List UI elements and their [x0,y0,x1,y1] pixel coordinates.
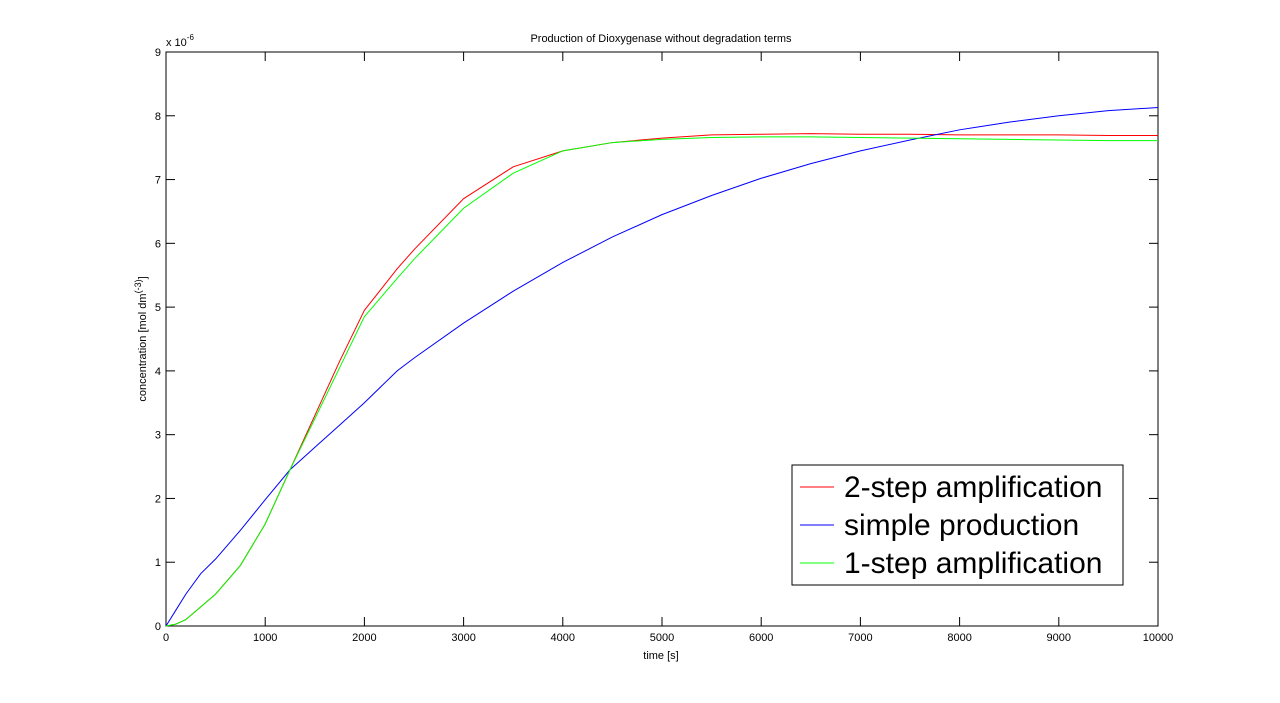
x-tick-label: 5000 [650,632,674,644]
y-label-main: concentration [mol dm [137,293,149,401]
x-tick-label: 10000 [1143,632,1174,644]
x-tick-label: 7000 [848,632,872,644]
y-tick-label: 5 [155,302,161,314]
y-multiplier-base: x 10 [166,37,187,49]
x-tick-label: 9000 [1047,632,1071,644]
series-line [165,106,1159,627]
y-tick-label: 2 [155,493,161,505]
y-label-exponent: (-3) [133,279,143,293]
chart-title: Production of Dioxygenase without degrad… [530,33,792,45]
y-multiplier-exponent: -6 [187,33,195,42]
y-tick-label: 0 [155,621,161,633]
series-line [165,136,1158,627]
y-axis-label: concentration [mol dm(-3)] [133,276,149,401]
y-tick-label: 8 [155,111,161,123]
y-tick-label: 4 [155,366,161,378]
x-tick-label: 1000 [253,632,277,644]
legend-label: 2-step amplification [844,471,1102,504]
x-tick-label: 2000 [352,632,376,644]
y-tick-label: 1 [155,557,161,569]
legend-label: simple production [844,509,1079,542]
legend: 2-step amplification simple production 1-s… [791,464,1124,586]
y-tick-label: 7 [155,175,161,187]
y-tick-label: 3 [155,430,161,442]
legend-box [791,464,1124,586]
x-tick-label: 6000 [749,632,773,644]
y-tick-label: 9 [155,47,161,59]
legend-label: 1-step amplification [844,547,1102,580]
x-axis-label: time [s] [643,650,678,662]
x-tick-label: 0 [163,632,169,644]
x-tick-label: 4000 [551,632,575,644]
y-label-end: ] [137,276,149,279]
x-tick-label: 3000 [451,632,475,644]
x-tick-label: 8000 [947,632,971,644]
y-multiplier: x 10-6 [166,33,194,49]
y-tick-label: 6 [155,238,161,250]
